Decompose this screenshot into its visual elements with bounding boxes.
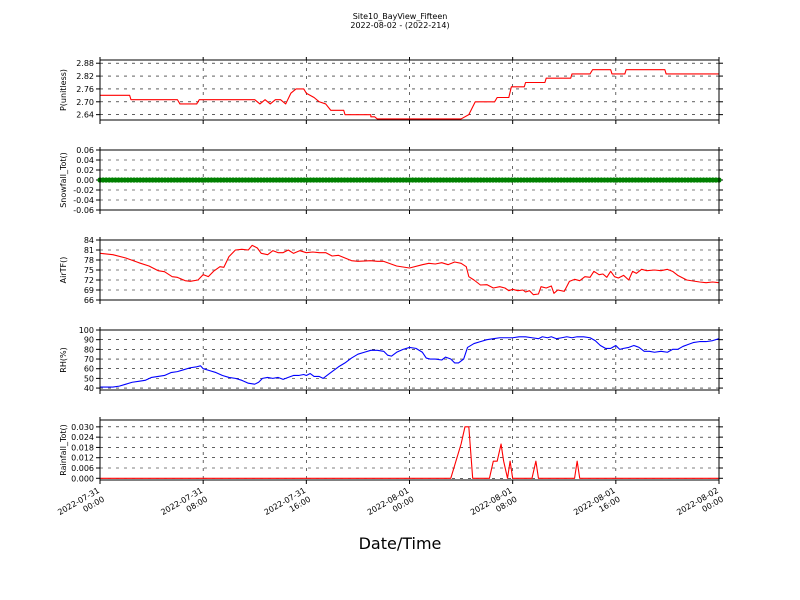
- panel-frame: [99, 59, 720, 121]
- x-tick-label: 2022-08-0116:00: [572, 486, 622, 526]
- y-tick-label: 80: [84, 345, 94, 354]
- series-line: [100, 69, 719, 120]
- y-tick-label: -0.06: [73, 206, 94, 215]
- x-tick-label: 2022-08-0200:00: [675, 486, 725, 526]
- panel-frame: [99, 149, 720, 211]
- x-axis-label: Date/Time: [358, 534, 442, 553]
- y-tick-label: 60: [84, 365, 94, 374]
- chart-subtitle: 2022-08-02 - (2022-214): [350, 21, 450, 30]
- panel-frame: [99, 419, 720, 481]
- y-axis-label: RH(%): [59, 347, 68, 372]
- x-tick-label: 2022-08-0108:00: [469, 486, 519, 526]
- series-line: [99, 244, 720, 296]
- y-tick-label: 40: [84, 384, 94, 393]
- y-tick-label: 2.76: [76, 85, 94, 94]
- x-tick-label: 2022-07-3100:00: [56, 486, 106, 526]
- x-tick-label: 2022-07-3108:00: [159, 486, 209, 526]
- y-tick-label: 72: [84, 276, 94, 285]
- y-tick-label: 0.000: [71, 474, 94, 483]
- y-tick-label: 81: [84, 246, 94, 255]
- y-axis-label: P(unitless): [59, 69, 68, 111]
- y-tick-label: 100: [79, 326, 94, 335]
- y-tick-label: 69: [84, 286, 94, 295]
- y-tick-label: -0.04: [73, 196, 94, 205]
- y-tick-label: 0.024: [71, 433, 94, 442]
- y-tick-label: 2.88: [76, 59, 94, 68]
- y-tick-label: 0.02: [76, 166, 94, 175]
- panel-frame: [99, 329, 720, 391]
- y-tick-label: 75: [84, 266, 94, 275]
- y-tick-label: 2.82: [76, 72, 94, 81]
- panel-frame: [99, 239, 720, 301]
- chart-title: Site10_BayView_Fifteen: [352, 12, 448, 21]
- y-tick-label: 84: [84, 236, 94, 245]
- y-tick-label: 66: [84, 296, 94, 305]
- y-tick-label: 0.018: [71, 443, 94, 452]
- y-tick-label: 0.012: [71, 454, 94, 463]
- series-line: [100, 426, 719, 479]
- x-tick-label: 2022-07-3116:00: [263, 486, 313, 526]
- y-axis-label: Snowfall_Tot(): [59, 152, 68, 208]
- y-axis-label: Rainfall_Tot(): [59, 424, 68, 476]
- y-tick-label: 78: [84, 256, 94, 265]
- y-tick-label: 0.06: [76, 146, 94, 155]
- y-tick-label: 50: [84, 374, 94, 383]
- y-tick-label: 70: [84, 355, 94, 364]
- y-tick-label: 0.006: [71, 464, 94, 473]
- y-tick-label: 0.04: [76, 156, 94, 165]
- y-tick-label: 2.64: [76, 111, 94, 120]
- series-line: [100, 336, 720, 388]
- x-tick-label: 2022-08-0100:00: [366, 486, 416, 526]
- y-tick-label: 90: [84, 336, 94, 345]
- y-tick-label: 2.70: [76, 98, 94, 107]
- y-axis-label: AirTF(): [59, 257, 68, 284]
- y-tick-label: -0.02: [73, 186, 94, 195]
- y-tick-label: 0.00: [76, 176, 94, 185]
- y-tick-label: 0.030: [71, 423, 94, 432]
